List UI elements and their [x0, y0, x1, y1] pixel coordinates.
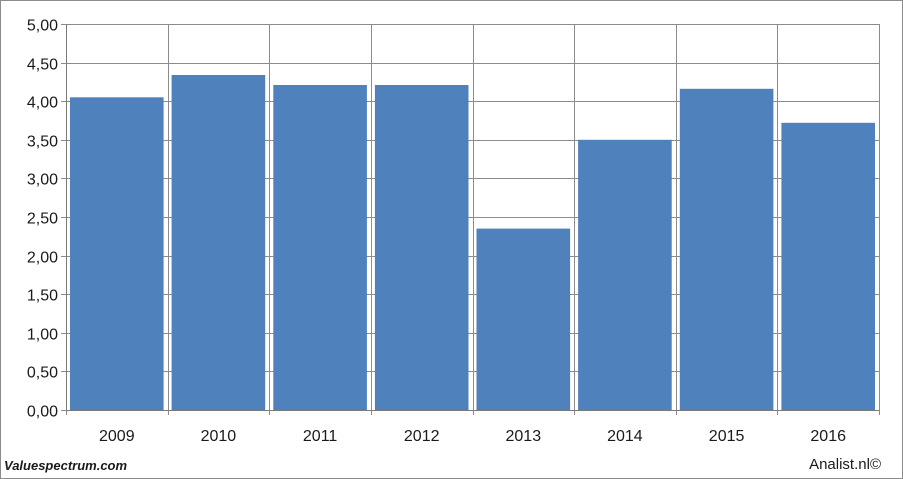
x-tick-label: 2013 [506, 428, 542, 445]
y-tick-label: 4,50 [27, 57, 58, 74]
bar-series [70, 75, 875, 411]
y-tick-label: 3,50 [27, 134, 58, 151]
y-tick-label: 4,00 [27, 95, 58, 112]
bar-2010 [171, 75, 266, 410]
bar-2016 [781, 122, 875, 411]
y-tick-label: 0,00 [27, 404, 58, 421]
x-tick-labels: 2009 2010 2011 2012 2013 2014 2015 2016 [99, 428, 846, 445]
bar-2015 [679, 88, 774, 411]
x-tick-label: 2009 [99, 428, 135, 445]
y-tick-label: 0,50 [27, 365, 58, 382]
y-tick-label: 1,00 [27, 327, 58, 344]
x-tick-label: 2014 [607, 428, 643, 445]
bar-2014 [578, 139, 672, 411]
x-tick-label: 2010 [201, 428, 237, 445]
y-tick-label: 2,50 [27, 211, 58, 228]
source-credit-right: Analist.nl© [809, 456, 881, 473]
y-tick-label: 1,50 [27, 288, 58, 305]
x-tick-label: 2016 [810, 428, 846, 445]
x-tick-label: 2015 [709, 428, 745, 445]
bar-2012 [374, 85, 469, 410]
bar-2013 [476, 228, 571, 410]
axes [61, 24, 880, 415]
x-tick-label: 2012 [404, 428, 440, 445]
y-tick-label: 2,00 [27, 250, 58, 267]
bar-2009 [70, 97, 164, 411]
y-tick-label: 5,00 [27, 18, 58, 35]
x-tick-label: 2011 [303, 428, 338, 445]
source-credit-left: Valuespectrum.com [4, 458, 128, 473]
bar-2011 [273, 85, 367, 410]
y-tick-label: 3,00 [27, 172, 58, 189]
y-tick-labels: 0,00 0,50 1,00 1,50 2,00 2,50 3,00 3,50 4,00 4,50… [27, 18, 58, 421]
